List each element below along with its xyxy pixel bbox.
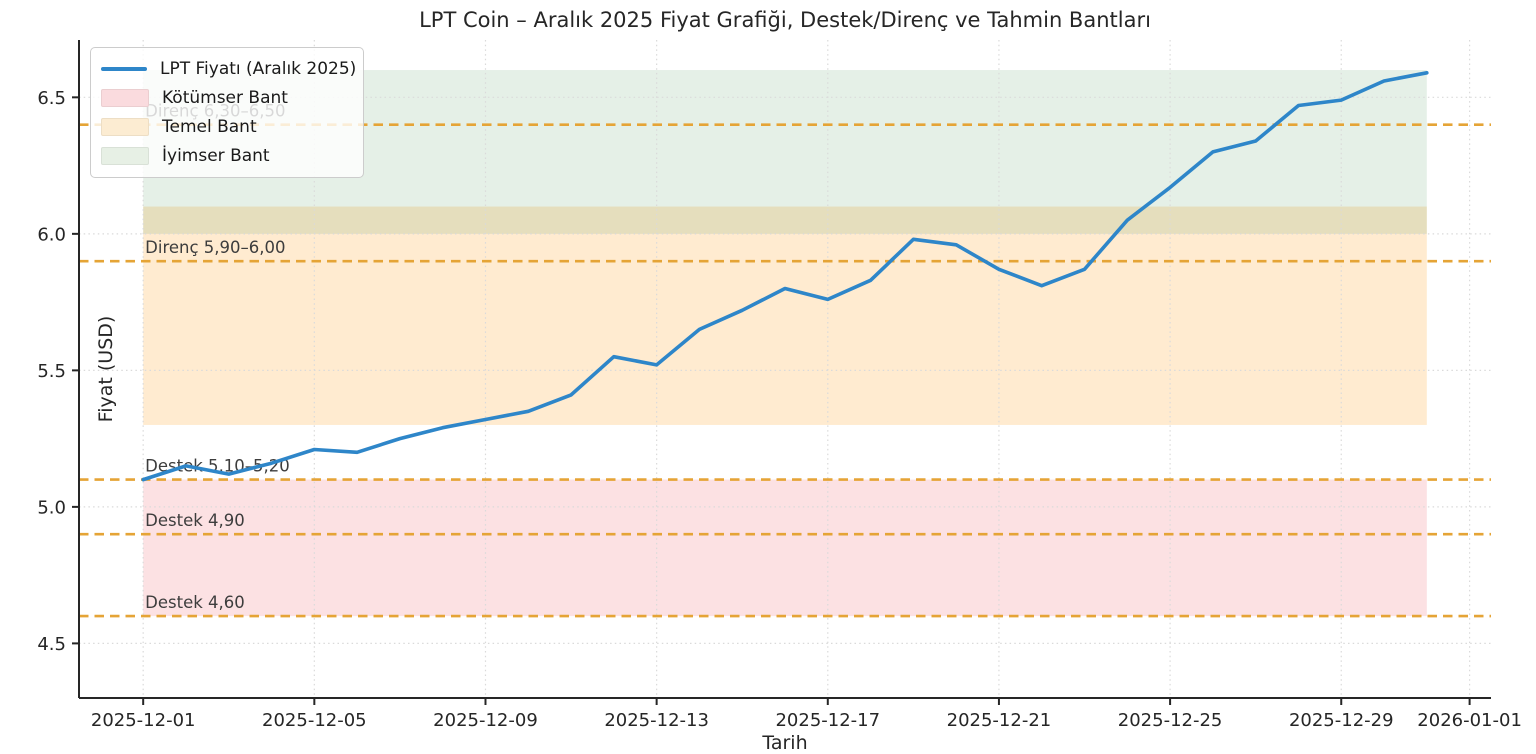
y-tick-label: 4.5 xyxy=(37,634,66,655)
legend-optimistic-swatch xyxy=(101,147,149,165)
legend-label: Kötümser Bant xyxy=(162,88,288,108)
legend-item-pessimistic-band: Kötümser Bant xyxy=(101,86,351,110)
x-tick-label: 2025-12-09 xyxy=(433,710,538,731)
legend-item-price-line: LPT Fiyatı (Aralık 2025) xyxy=(101,57,356,81)
x-tick-label: 2025-12-21 xyxy=(947,710,1052,731)
legend-item-base-band: Temel Bant xyxy=(101,115,351,139)
legend-item-optimistic-band: İyimser Bant xyxy=(101,144,351,168)
legend-line-swatch xyxy=(101,67,147,71)
level-label: Direnç 5,90–6,00 xyxy=(145,238,285,257)
forecast-band xyxy=(143,479,1427,617)
x-tick-label: 2025-12-13 xyxy=(604,710,709,731)
legend-label: Temel Bant xyxy=(162,117,257,137)
price-line xyxy=(141,71,1429,482)
legend-label: LPT Fiyatı (Aralık 2025) xyxy=(160,59,357,79)
forecast-band xyxy=(143,206,1427,425)
y-tick-label: 5.5 xyxy=(37,361,66,382)
chart-title: LPT Coin – Aralık 2025 Fiyat Grafiği, De… xyxy=(419,8,1151,32)
legend-pessimistic-swatch xyxy=(101,89,149,107)
x-tick-label: 2025-12-25 xyxy=(1118,710,1223,731)
level-label: Destek 5,10–5,20 xyxy=(145,457,290,476)
x-tick-label: 2026-01-01 xyxy=(1417,710,1522,731)
level-label: Destek 4,90 xyxy=(145,511,245,530)
y-axis-label: Fiyat (USD) xyxy=(95,315,117,423)
x-tick-label: 2025-12-29 xyxy=(1289,710,1394,731)
y-tick-label: 6.5 xyxy=(37,88,66,109)
legend-label: İyimser Bant xyxy=(162,146,270,166)
x-tick-label: 2025-12-05 xyxy=(262,710,367,731)
x-axis-label: Tarih xyxy=(762,732,808,754)
legend-base-swatch xyxy=(101,118,149,136)
y-tick-label: 5.0 xyxy=(37,497,66,518)
x-tick-label: 2025-12-17 xyxy=(775,710,880,731)
level-label: Destek 4,60 xyxy=(145,593,245,612)
x-tick-label: 2025-12-01 xyxy=(91,710,196,731)
y-tick-label: 6.0 xyxy=(37,224,66,245)
legend: LPT Fiyatı (Aralık 2025) Kötümser Bant T… xyxy=(90,47,364,178)
